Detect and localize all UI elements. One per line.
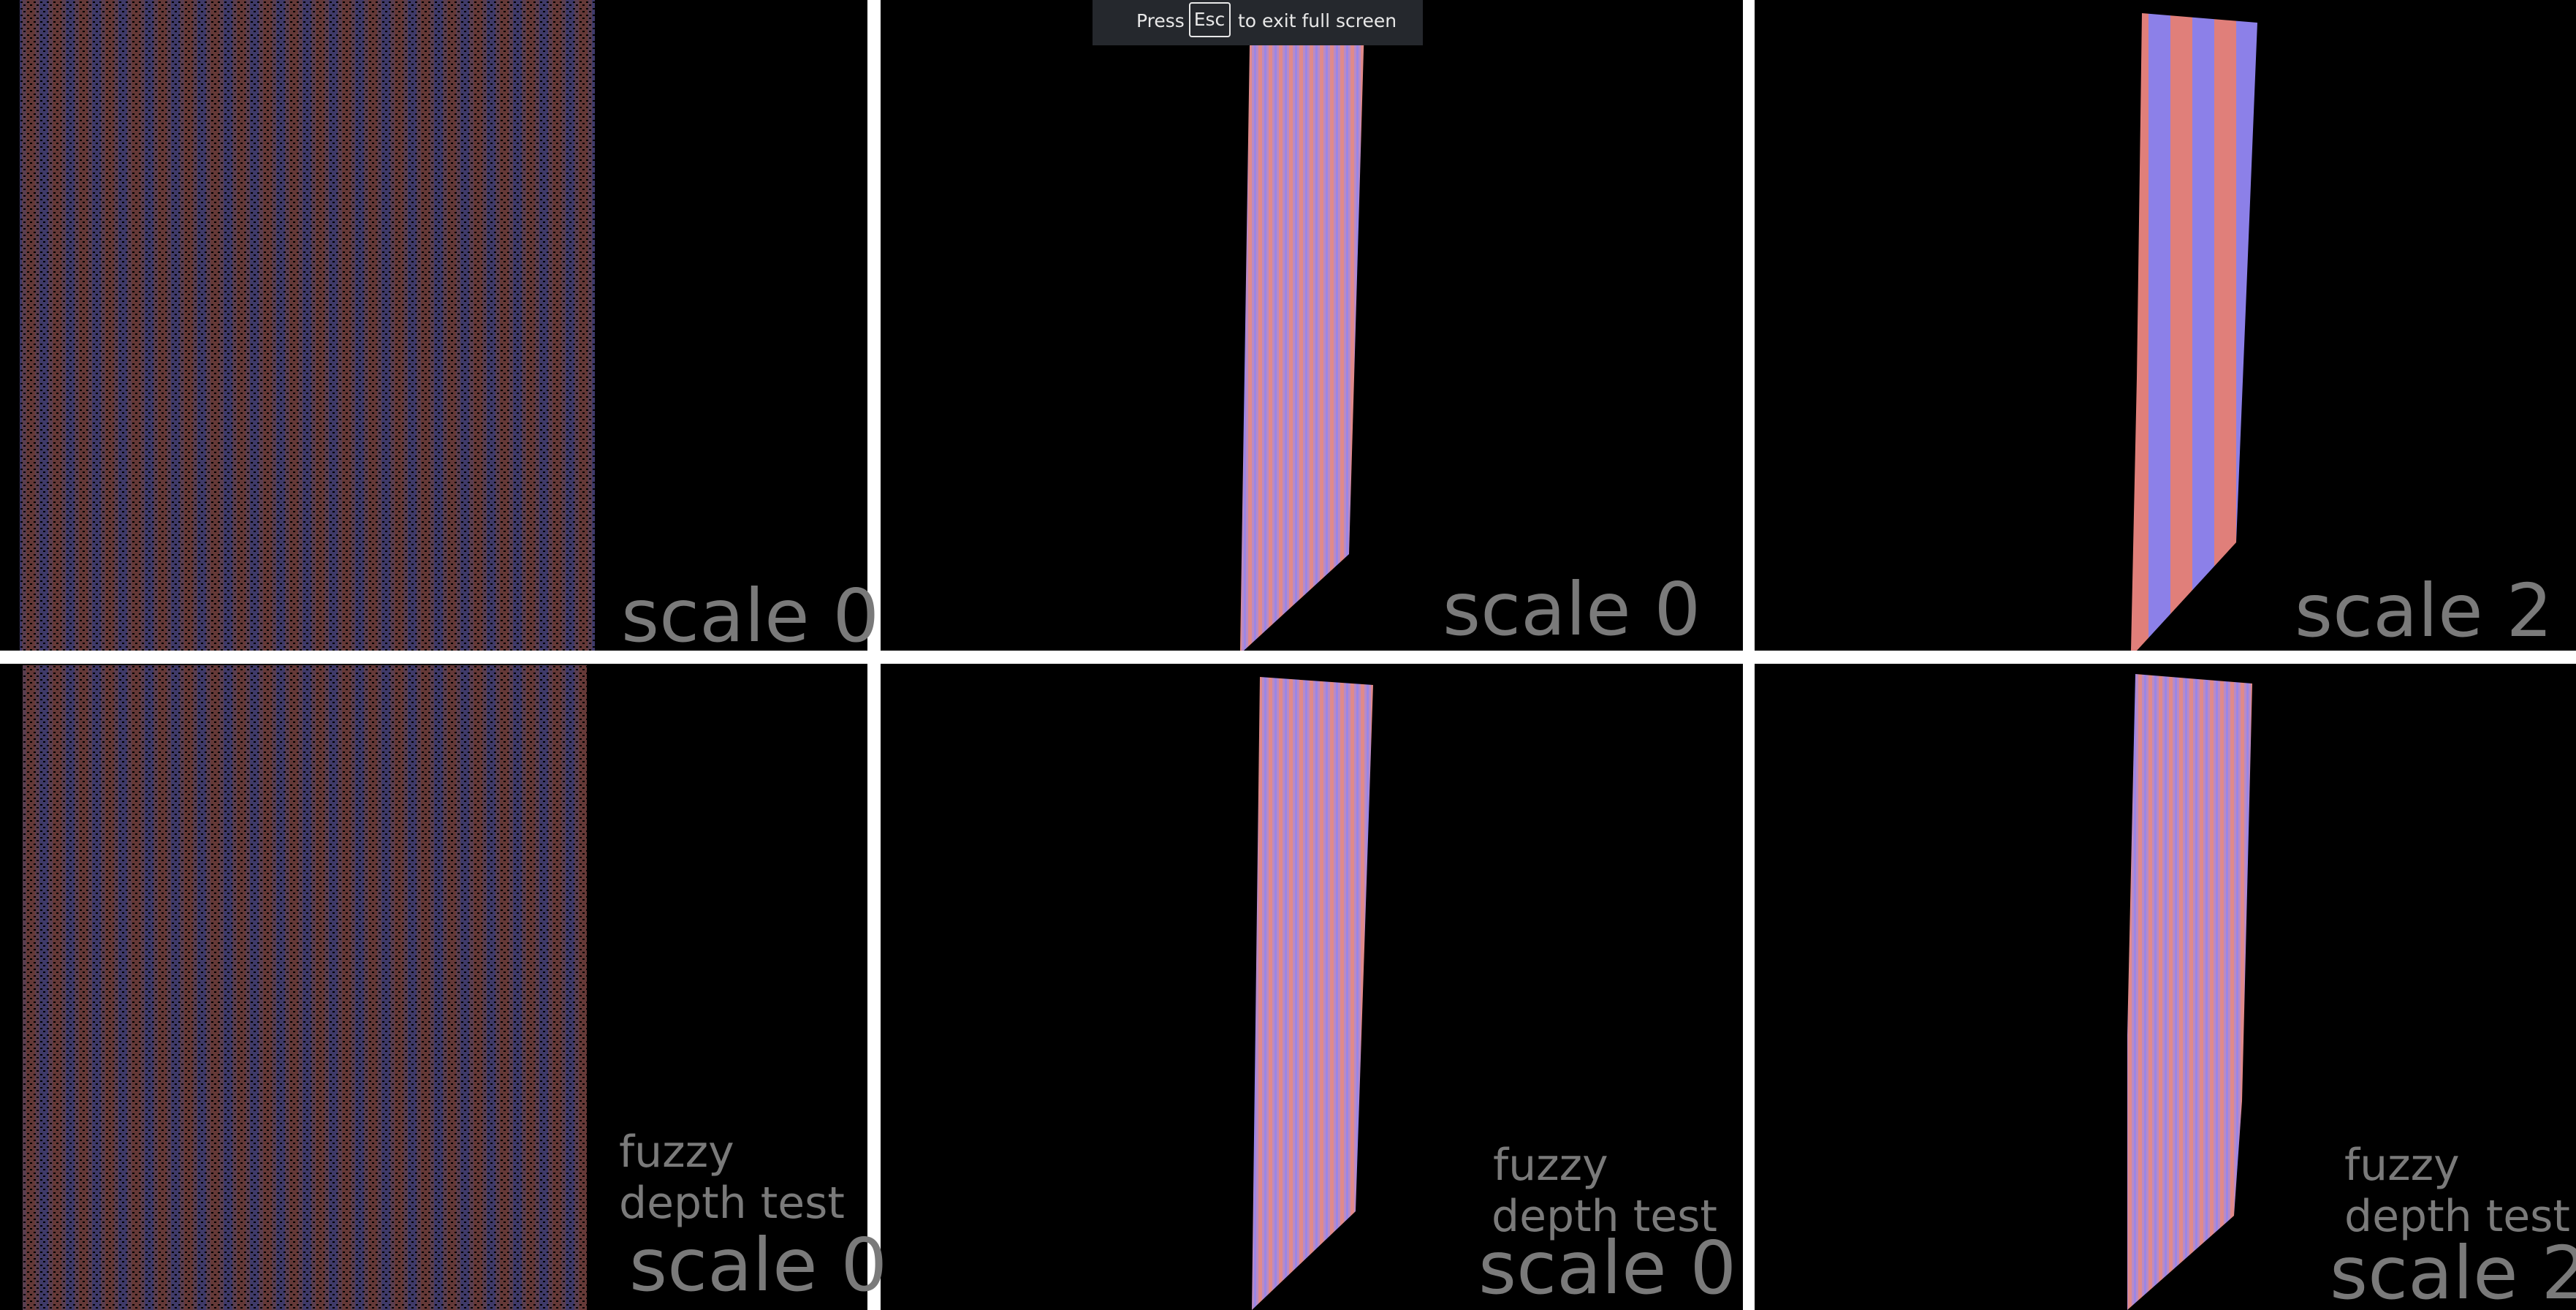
panel-label: fuzzy	[619, 1127, 734, 1178]
panel-label: scale 2	[2330, 1230, 2576, 1310]
panel-label: scale 2	[2295, 568, 2553, 654]
panel-label: depth test	[1492, 1191, 1717, 1242]
render	[2127, 674, 2252, 1310]
panel-label: scale 0	[629, 1222, 887, 1308]
key-box	[1189, 2, 1231, 37]
panel-label: depth test	[619, 1178, 845, 1229]
render	[1252, 677, 1373, 1310]
fullscreen-notice	[1093, 0, 1423, 45]
noise	[20, 0, 595, 651]
panel-label: scale 0	[1443, 567, 1701, 652]
render	[2131, 13, 2257, 651]
panel-label: fuzzy	[2344, 1140, 2460, 1191]
notice-text: to exit full screen	[1238, 10, 1397, 31]
notice-text: Press	[1136, 10, 1185, 31]
key-text: Esc	[1194, 9, 1226, 30]
panel-label: scale 0	[1478, 1225, 1736, 1310]
panel-label: scale 0	[621, 573, 879, 659]
panel-label: fuzzy	[1493, 1140, 1608, 1191]
render	[1240, 0, 1365, 651]
panel-label: depth test	[2344, 1191, 2570, 1242]
noise	[23, 665, 587, 1310]
